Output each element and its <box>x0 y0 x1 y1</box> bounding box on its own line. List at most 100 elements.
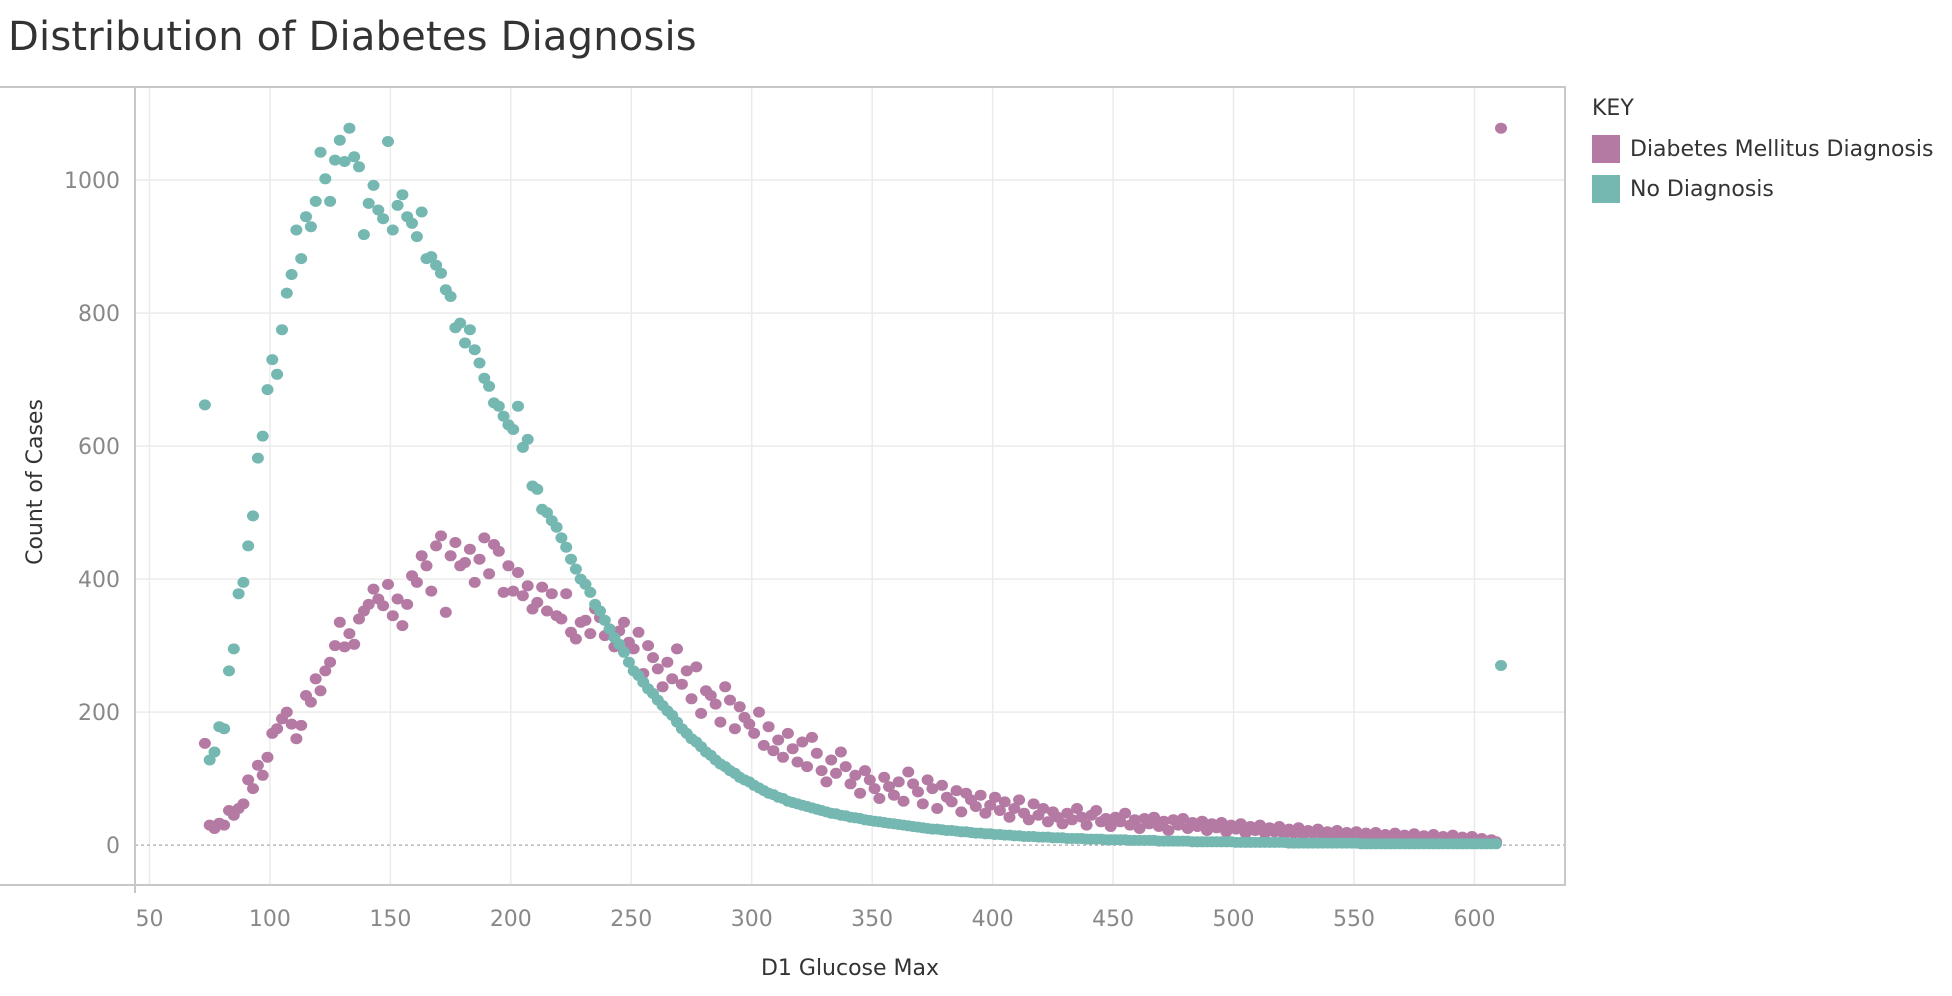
point-diabetes <box>309 673 322 685</box>
point-diabetes <box>425 585 438 597</box>
point-diabetes <box>415 550 428 562</box>
point-no_diagnosis <box>198 399 211 411</box>
point-diabetes <box>695 707 708 719</box>
point-diabetes <box>748 727 761 739</box>
point-no_diagnosis <box>613 638 626 650</box>
x-tick-label: 400 <box>972 907 1014 932</box>
point-diabetes <box>439 606 452 618</box>
point-diabetes <box>304 696 317 708</box>
point-no_diagnosis <box>362 197 375 209</box>
point-diabetes <box>984 799 997 811</box>
x-tick-label: 450 <box>1092 907 1134 932</box>
point-diabetes <box>680 665 693 677</box>
point-no_diagnosis <box>261 384 274 396</box>
point-diabetes <box>483 568 496 580</box>
point-diabetes <box>757 739 770 751</box>
point-no_diagnosis <box>521 433 534 445</box>
point-diabetes <box>410 576 423 588</box>
point-diabetes <box>868 783 881 795</box>
point-no_diagnosis <box>353 161 365 173</box>
point-diabetes <box>685 693 698 705</box>
point-diabetes <box>656 681 669 693</box>
plot-frame <box>0 86 1566 893</box>
point-no_diagnosis <box>280 287 293 299</box>
point-diabetes <box>420 560 433 572</box>
point-diabetes <box>830 767 842 779</box>
x-tick-label: 550 <box>1333 907 1375 932</box>
point-no_diagnosis <box>256 430 269 442</box>
x-tick-label: 100 <box>249 907 291 932</box>
point-diabetes <box>1114 816 1127 828</box>
point-diabetes <box>709 698 722 710</box>
y-tick-label: 200 <box>78 701 120 726</box>
point-diabetes <box>338 641 351 653</box>
point-diabetes <box>1128 814 1141 826</box>
point-diabetes <box>242 774 255 786</box>
point-no_diagnosis <box>309 195 322 207</box>
y-tick-label: 0 <box>106 834 120 859</box>
point-diabetes <box>1080 819 1093 831</box>
point-diabetes <box>834 746 847 758</box>
point-no_diagnosis <box>410 231 423 243</box>
point-diabetes <box>569 633 582 645</box>
point-diabetes <box>531 596 544 608</box>
point-diabetes <box>878 771 891 783</box>
point-diabetes <box>921 774 934 786</box>
point-no_diagnosis <box>338 156 351 167</box>
series-no_diagnosis <box>198 122 1507 850</box>
point-diabetes <box>647 652 659 664</box>
x-tick-label: 200 <box>490 907 532 932</box>
y-tick-label: 1000 <box>64 169 120 194</box>
point-no_diagnosis <box>492 400 505 412</box>
point-diabetes <box>786 743 799 755</box>
point-diabetes <box>887 789 900 801</box>
point-diabetes <box>512 567 524 578</box>
point-no_diagnosis <box>391 199 404 211</box>
point-diabetes <box>1071 803 1083 814</box>
legend-item-no-diagnosis[interactable]: No Diagnosis <box>1592 169 1933 209</box>
point-diabetes <box>733 701 746 713</box>
point-no_diagnosis <box>463 324 476 336</box>
point-no_diagnosis <box>512 400 524 412</box>
point-diabetes <box>492 545 505 557</box>
point-diabetes <box>762 721 775 733</box>
point-diabetes <box>285 718 298 730</box>
point-diabetes <box>902 766 915 778</box>
point-diabetes <box>507 585 520 597</box>
point-no_diagnosis <box>232 588 245 600</box>
point-diabetes <box>218 819 231 831</box>
point-diabetes <box>1104 821 1117 832</box>
point-diabetes <box>1003 811 1016 823</box>
point-diabetes <box>892 776 905 788</box>
point-no_diagnosis <box>348 151 361 163</box>
point-diabetes <box>1215 817 1228 828</box>
point-no_diagnosis <box>367 179 380 191</box>
x-tick-label: 250 <box>610 907 652 932</box>
point-no_diagnosis <box>300 211 312 223</box>
point-no_diagnosis <box>478 372 491 384</box>
legend-item-diabetes[interactable]: Diabetes Mellitus Diagnosis <box>1592 129 1933 169</box>
point-diabetes <box>198 737 211 749</box>
point-no_diagnosis <box>382 136 394 147</box>
point-diabetes <box>618 616 630 628</box>
point-diabetes <box>401 598 414 610</box>
point-diabetes <box>859 765 871 777</box>
point-no_diagnosis <box>594 605 606 617</box>
point-diabetes <box>989 791 1001 803</box>
point-diabetes <box>324 656 337 668</box>
point-no_diagnosis <box>227 643 240 655</box>
point-diabetes <box>348 638 361 650</box>
point-no_diagnosis <box>415 206 428 218</box>
point-diabetes <box>435 530 447 542</box>
gridlines <box>135 87 1566 885</box>
y-tick-label: 600 <box>78 435 120 460</box>
legend-title: KEY <box>1592 96 1634 121</box>
point-diabetes <box>377 600 390 612</box>
point-diabetes <box>343 628 356 640</box>
point-diabetes <box>251 759 264 771</box>
y-axis-title: Count of Cases <box>23 399 48 565</box>
point-diabetes <box>767 745 780 757</box>
y-tick-label: 800 <box>78 302 120 327</box>
point-no_diagnosis <box>223 665 235 677</box>
point-diabetes <box>444 550 457 562</box>
